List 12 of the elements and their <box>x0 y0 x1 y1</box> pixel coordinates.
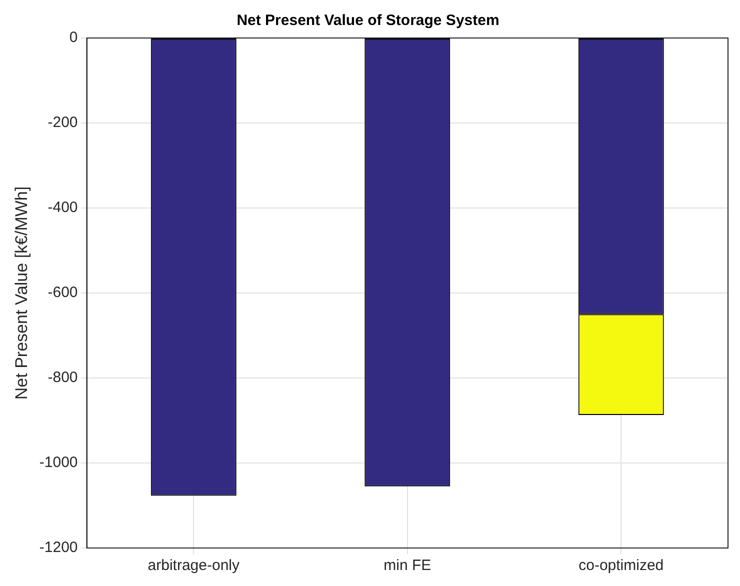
y-axis-title: Net Present Value [k€/MWh] <box>12 186 31 400</box>
y-tick-label: -800 <box>48 369 78 386</box>
y-tick-label: 0 <box>69 29 78 46</box>
x-tick-label: co-optimized <box>578 557 664 574</box>
y-tick-label: -600 <box>48 284 78 302</box>
x-tick-label: arbitrage-only <box>148 557 240 574</box>
y-tick-label: -1200 <box>39 539 78 556</box>
y-tick-label: -1000 <box>39 454 78 472</box>
chart-title: Net Present Value of Storage System <box>236 12 500 30</box>
x-tick-label: min FE <box>384 557 432 574</box>
y-tick-label: -400 <box>48 199 78 216</box>
y-tick-label: -200 <box>48 114 78 132</box>
